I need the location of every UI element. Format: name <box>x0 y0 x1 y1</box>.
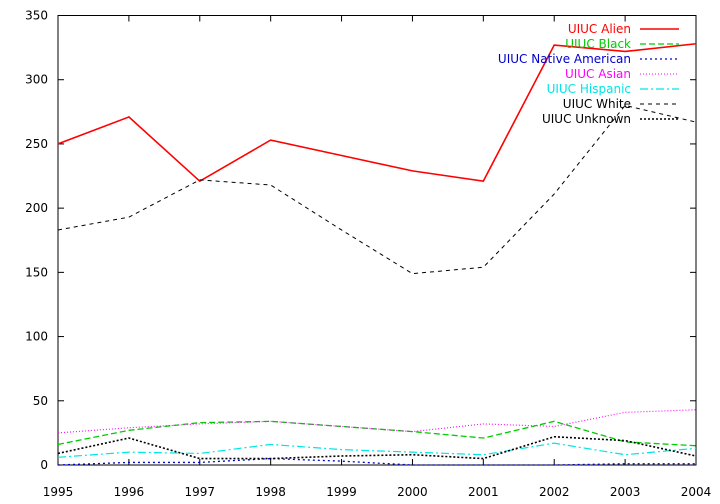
legend-label: UIUC Hispanic <box>547 82 631 96</box>
series-line-uiuc-hispanic <box>57 442 697 458</box>
x-tick-label: 2001 <box>468 485 499 499</box>
series-line-uiuc-asian <box>57 409 697 434</box>
series-line-uiuc-black <box>57 420 697 447</box>
series-layer <box>57 42 697 466</box>
x-tick-label: 1998 <box>255 485 286 499</box>
legend-label: UIUC Unknown <box>542 112 631 126</box>
x-tick-label: 2004 <box>681 485 712 499</box>
series-line-uiuc-unknown <box>57 435 697 460</box>
y-tick-label: 350 <box>25 9 48 23</box>
legend-label: UIUC Black <box>565 37 631 51</box>
legend-label: UIUC Native American <box>498 52 631 66</box>
legend-label: UIUC Alien <box>568 22 631 36</box>
plot-frame <box>57 15 697 466</box>
legend-label: UIUC White <box>563 97 631 111</box>
series-line-uiuc-alien <box>57 42 697 183</box>
x-tick-label: 2002 <box>539 485 570 499</box>
y-tick-label: 150 <box>25 265 48 279</box>
x-tick-label: 1996 <box>114 485 145 499</box>
y-tick-label: 100 <box>25 330 48 344</box>
x-tick-label: 2000 <box>397 485 428 499</box>
axis-ticks: 1995 1996 1997 1998 1999 2000 2001 2002 2003 2004… <box>25 9 711 500</box>
x-tick-label: 1997 <box>185 485 216 499</box>
y-tick-label: 300 <box>25 73 48 87</box>
y-tick-label: 200 <box>25 201 48 215</box>
x-tick-label: 1995 <box>43 485 74 499</box>
legend-label: UIUC Asian <box>565 67 631 81</box>
series-line-uiuc-native-american <box>57 457 696 466</box>
y-tick-label: 250 <box>25 137 48 151</box>
y-tick-label: 50 <box>33 394 48 408</box>
x-tick-label: 2003 <box>610 485 641 499</box>
y-tick-label: 0 <box>40 458 48 472</box>
x-tick-label: 1999 <box>326 485 357 499</box>
series-line-uiuc-white <box>57 104 697 275</box>
